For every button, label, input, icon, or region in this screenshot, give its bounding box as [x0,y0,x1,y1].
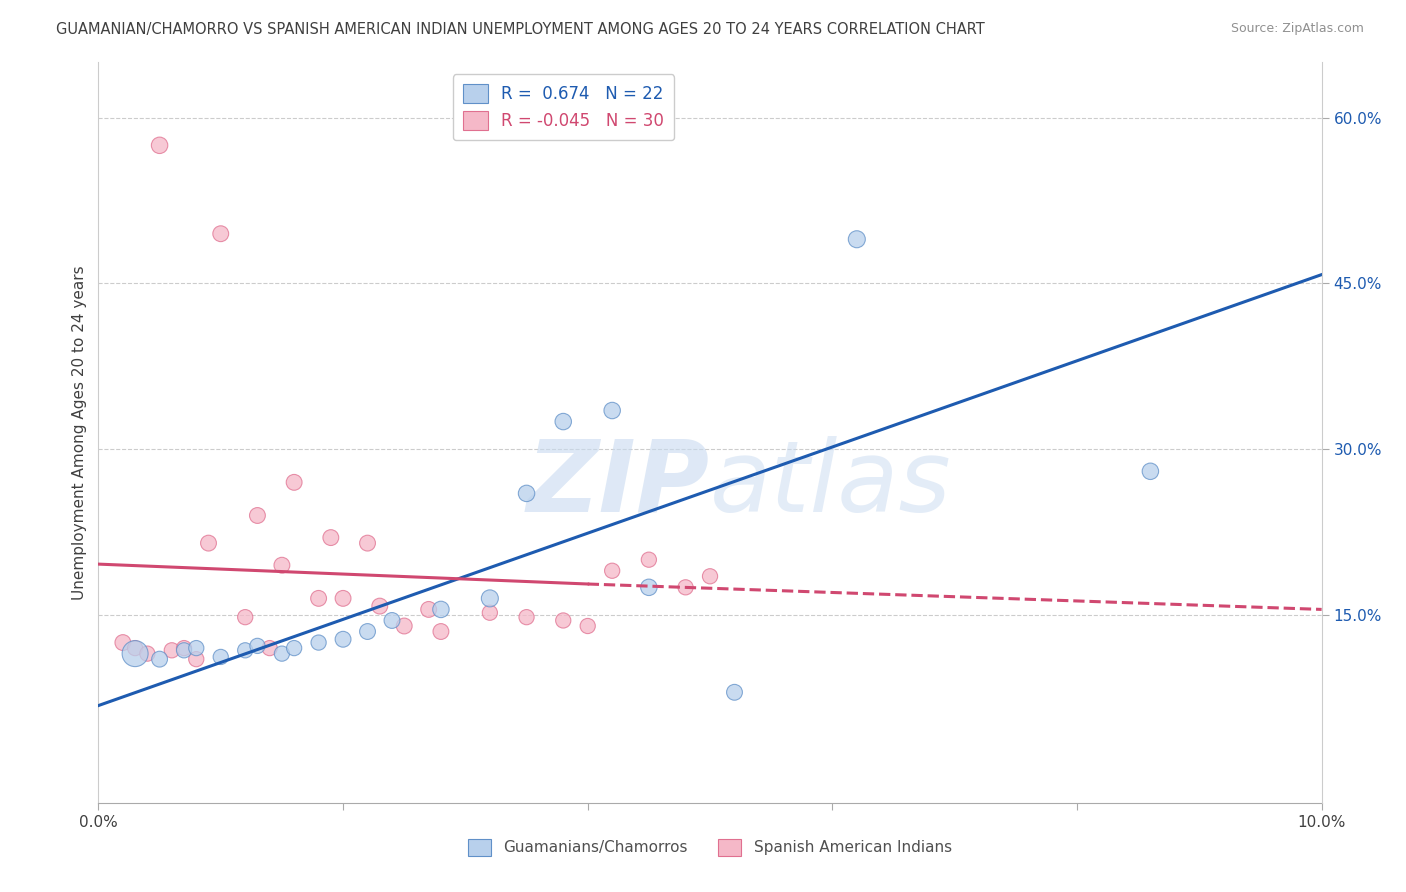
Point [478,606,501,620]
Point [845,232,868,246]
Text: ZIP: ZIP [527,436,710,533]
Point [516,610,538,624]
Point [637,580,661,594]
Point [1139,464,1161,478]
Point [270,558,292,573]
Point [246,639,269,653]
Point [111,635,134,649]
Point [675,580,697,594]
Point [576,619,599,633]
Point [173,643,195,657]
Point [553,614,575,628]
Point [430,624,453,639]
Point [124,647,146,661]
Point [197,536,219,550]
Point [356,624,378,639]
Point [233,610,256,624]
Text: atlas: atlas [710,436,952,533]
Point [368,599,391,613]
Point [430,602,453,616]
Point [332,632,354,647]
Point [136,647,159,661]
Point [259,641,281,656]
Point [246,508,269,523]
Point [209,649,232,664]
Point [149,138,172,153]
Point [308,591,330,606]
Point [332,591,354,606]
Point [283,641,305,656]
Point [478,591,501,606]
Point [233,643,256,657]
Point [600,403,623,417]
Point [319,531,342,545]
Point [186,652,208,666]
Point [124,641,146,656]
Point [553,415,575,429]
Point [516,486,538,500]
Point [209,227,232,241]
Point [600,564,623,578]
Legend: Guamanians/Chamorros, Spanish American Indians: Guamanians/Chamorros, Spanish American I… [463,833,957,862]
Point [637,552,661,566]
Point [149,652,172,666]
Point [418,602,440,616]
Text: GUAMANIAN/CHAMORRO VS SPANISH AMERICAN INDIAN UNEMPLOYMENT AMONG AGES 20 TO 24 Y: GUAMANIAN/CHAMORRO VS SPANISH AMERICAN I… [56,22,986,37]
Point [392,619,416,633]
Point [283,475,305,490]
Text: Source: ZipAtlas.com: Source: ZipAtlas.com [1230,22,1364,36]
Point [160,643,183,657]
Point [381,614,404,628]
Point [186,641,208,656]
Point [173,641,195,656]
Point [356,536,378,550]
Point [723,685,745,699]
Y-axis label: Unemployment Among Ages 20 to 24 years: Unemployment Among Ages 20 to 24 years [72,265,87,600]
Point [699,569,721,583]
Point [308,635,330,649]
Point [270,647,292,661]
